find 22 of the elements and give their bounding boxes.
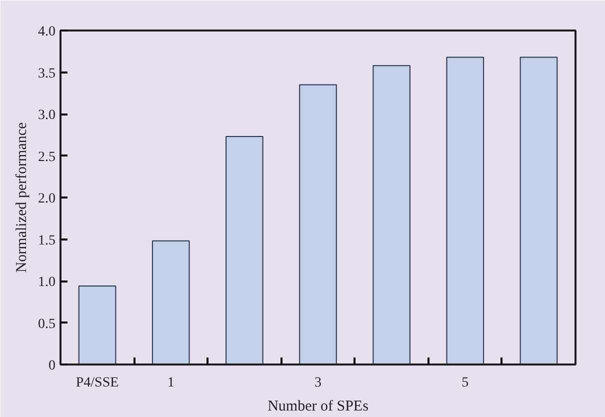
- y-tick-label: 3.0: [38, 108, 56, 123]
- bar: [78, 286, 116, 364]
- x-tick-label: 1: [167, 376, 174, 390]
- x-tick-label: 5: [462, 376, 469, 390]
- y-tick-label: 1.5: [38, 233, 56, 248]
- bar: [299, 84, 337, 364]
- x-tick-label: 3: [314, 376, 322, 390]
- y-tick-label: 2.5: [38, 150, 56, 165]
- bar: [446, 56, 484, 364]
- y-tick-label: 2.0: [38, 192, 56, 206]
- x-axis-title: Number of SPEs: [268, 398, 369, 414]
- bar: [372, 65, 410, 364]
- y-tick-label: 4.0: [38, 24, 56, 40]
- bar: [520, 56, 558, 364]
- bar: [152, 240, 190, 364]
- bar: [226, 136, 264, 364]
- y-tick-label: 1.0: [38, 275, 56, 290]
- y-axis-title: Normalized performance: [14, 122, 30, 273]
- x-tick-label: P4/SSE: [76, 376, 119, 390]
- y-tick-label: 0.5: [38, 316, 56, 332]
- y-tick-label: 3.5: [38, 66, 56, 82]
- y-tick-label: 0: [48, 358, 56, 374]
